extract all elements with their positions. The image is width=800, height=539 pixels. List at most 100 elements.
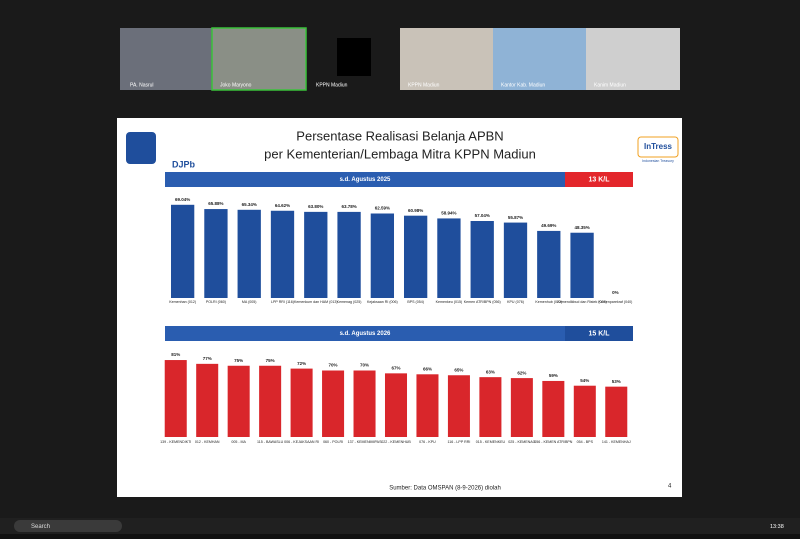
bar [164,360,187,437]
value-label: 63.80% [308,204,323,209]
bar [447,375,470,437]
category-label: 141 - KEMENHAJ [602,440,631,444]
bar [370,213,395,298]
value-label: 49.69% [541,223,556,228]
category-label: 015 - KEMENKEU [476,440,506,444]
bar [290,368,313,437]
tile [211,27,307,91]
bar [337,211,361,298]
category-label: Kemendikbud dan Ristek (023) [557,300,606,304]
bar [270,210,295,298]
logo-left: DJPb [172,159,196,169]
category-label: LPP RRI (116) [271,300,294,304]
value-label: 63.78% [341,204,356,209]
value-label: 58.94% [441,211,456,216]
value-label: 72% [297,361,306,366]
value-label: 53% [612,379,621,384]
value-label: 66% [423,366,432,371]
value-label: 62% [517,370,526,375]
value-label: 60.98% [408,208,423,213]
category-label: KPU (076) [507,300,524,304]
count: 13 K/L [588,176,610,183]
search-label: Search [31,524,50,530]
tile [400,28,493,90]
period: s.d. Agustus 2026 [340,331,391,337]
participant-name: Kantor Kab. Madiun [501,82,545,88]
bar [510,378,533,437]
bar [573,385,596,437]
bar [537,230,561,298]
bar [259,365,282,437]
period-bar [165,326,565,341]
category-label: Kemenkum dan HAM (013) [294,300,338,304]
category-label: 012 - KEMHAN [195,440,220,444]
value-label: 69.04% [175,197,190,202]
tile [120,28,212,90]
tile [586,28,680,90]
video-tiles: PA. Nasrul Joko Maryono KPPN Madiun KPPN… [120,27,680,91]
value-label: 75% [234,358,243,363]
bar [237,209,261,298]
value-label: 75% [266,358,275,363]
bar [204,209,228,298]
category-label: 060 - POLRI [323,440,343,444]
bar [570,232,594,298]
bar [470,220,494,298]
category-label: 076 - KPU [419,440,436,444]
tile [337,38,371,76]
category-label: 006 - KEJAKSAAN RI [284,440,319,444]
bar [170,204,195,298]
participant-name: Joko Maryono [220,82,252,88]
value-label: 70% [329,363,338,368]
logo-box [637,136,679,158]
value-label: 63% [486,369,495,374]
category-label: 056 - KEMEN ATR/BPN [534,440,572,444]
value-label: 55.87% [508,215,523,220]
slide-title: per Kementerian/Lembaga Mitra KPPN Madiu… [264,146,536,161]
category-label: 115 - BAWASLU [257,440,284,444]
category-label: Kemenag (025) [337,300,362,304]
value-label: 65% [454,367,463,372]
value-label: 48.35% [574,225,589,230]
bar [605,386,628,437]
bar [542,380,565,437]
value-label: 67% [391,366,400,371]
period-bar [165,172,565,187]
source: Sumber: Data OMSPAN (8-9-2026) diolah [389,486,501,492]
category-label: Kemenparekraf (040) [598,300,632,304]
bar [196,363,219,437]
count: 15 K/L [588,330,610,337]
value-label: 54% [580,378,589,383]
value-label: 64.62% [275,203,290,208]
value-label: 77% [203,356,212,361]
category-label: Kejaksaan RI (006) [367,300,398,304]
category-label: Kemenhub (022) [535,300,562,304]
tile [493,28,586,90]
value-label: 81% [171,352,180,357]
category-label: 005 - MA [231,440,246,444]
category-label: 116 - LPP RRI [448,440,471,444]
value-label: 62.59% [375,206,390,211]
logo-right-sub: Indonesian Treasury [642,159,674,163]
logo-kemenkeu [126,132,156,164]
bar [437,218,461,298]
count-bar [565,172,633,187]
category-label: Kemenhan (012) [169,300,196,304]
bar [384,373,408,437]
value-label: 65.88% [208,201,223,206]
period: s.d. Agustus 2025 [340,177,391,183]
participant-name: Kanim Madiun [594,82,626,88]
search-box[interactable] [14,520,122,532]
taskbar [0,518,800,534]
slide-title: Persentase Realisasi Belanja APBN [296,128,503,143]
category-label: Kemenkeu (015) [436,300,463,304]
category-label: 025 - KEMENAG [508,440,535,444]
category-label: BPS (054) [407,300,424,304]
bar [416,374,439,437]
value-label: 65.34% [242,202,257,207]
page-number: 4 [668,484,672,490]
bar [227,365,250,437]
value-label: 57.04% [475,213,490,218]
category-label: 137 - KEMENIMIPAS [348,440,382,444]
